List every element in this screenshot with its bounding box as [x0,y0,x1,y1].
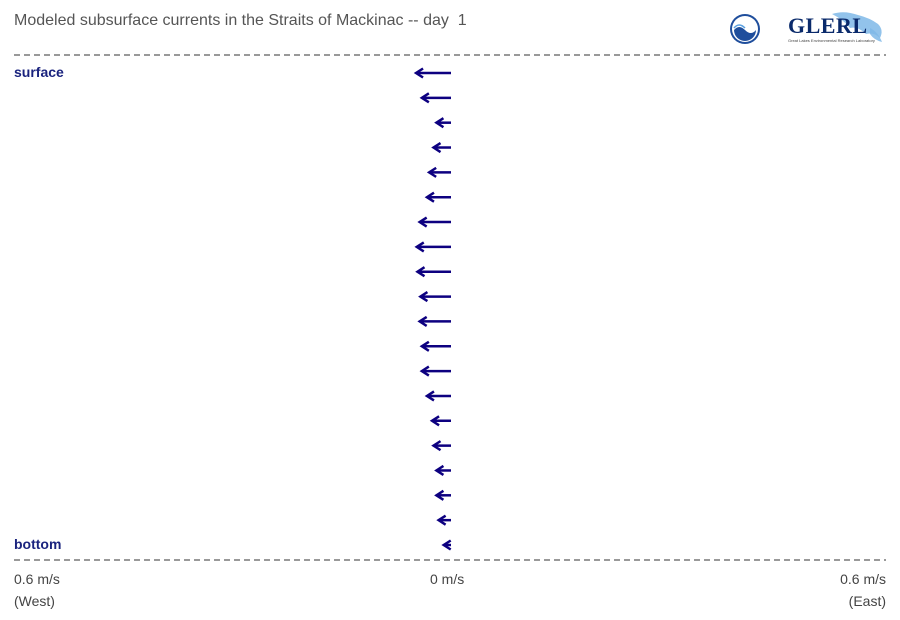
arrow-head [418,291,429,303]
arrow-head [434,464,445,477]
arrow-head [429,415,440,427]
west-direction: (West) [14,593,55,609]
velocity-arrow [414,241,451,253]
arrow-head [413,67,424,79]
bottom-label: bottom [14,536,62,552]
velocity-arrow [436,514,451,526]
velocity-arrow [419,365,451,377]
velocity-arrow [413,67,451,79]
velocity-arrow [419,340,451,352]
center-axis-label: 0 m/s [430,568,464,590]
west-axis-label: 0.6 m/s (West) [14,568,60,612]
arrow-head [431,141,442,154]
arrow-head [424,191,435,203]
arrow-head [424,390,435,402]
surface-label: surface [14,64,64,80]
arrow-head [431,440,442,452]
velocity-arrow [434,464,451,477]
arrow-head [436,514,447,526]
velocity-arrow [434,117,451,129]
velocity-arrow [415,266,451,278]
chart-title: Modeled subsurface currents in the Strai… [14,12,467,29]
arrow-head [419,92,430,104]
arrow-head [419,365,430,377]
arrow-head [426,166,437,178]
east-axis-label: 0.6 m/s (East) [840,568,886,612]
east-direction: (East) [848,593,886,609]
glerl-logo: GLERL Great Lakes Environmental Research… [774,10,888,48]
velocity-arrow [431,141,451,154]
velocity-arrow [429,415,451,427]
velocity-arrow [417,315,451,327]
glerl-subtitle: Great Lakes Environmental Research Labor… [788,38,875,43]
velocity-arrow [426,166,451,178]
velocity-arrow [424,390,451,402]
velocity-arrow [418,291,451,303]
zero-speed: 0 m/s [430,571,465,587]
great-lakes-icon [832,12,882,42]
velocity-arrow [424,191,451,203]
arrow-head [434,489,445,501]
velocity-arrow [417,216,451,228]
velocity-arrow [431,440,451,452]
arrow-head [434,117,445,129]
arrow-head [415,266,426,278]
velocity-arrows [413,67,452,551]
velocity-arrow [434,489,451,501]
arrow-head [441,539,452,551]
velocity-arrow [441,539,452,551]
east-speed: 0.6 m/s [840,571,886,587]
noaa-logo-icon [730,14,760,44]
arrow-head [414,241,425,253]
arrow-head [419,340,430,352]
west-speed: 0.6 m/s [14,571,60,587]
glerl-wordmark: GLERL [788,13,868,38]
arrow-head [417,315,428,327]
arrow-head [417,216,428,228]
velocity-arrow [419,92,451,104]
